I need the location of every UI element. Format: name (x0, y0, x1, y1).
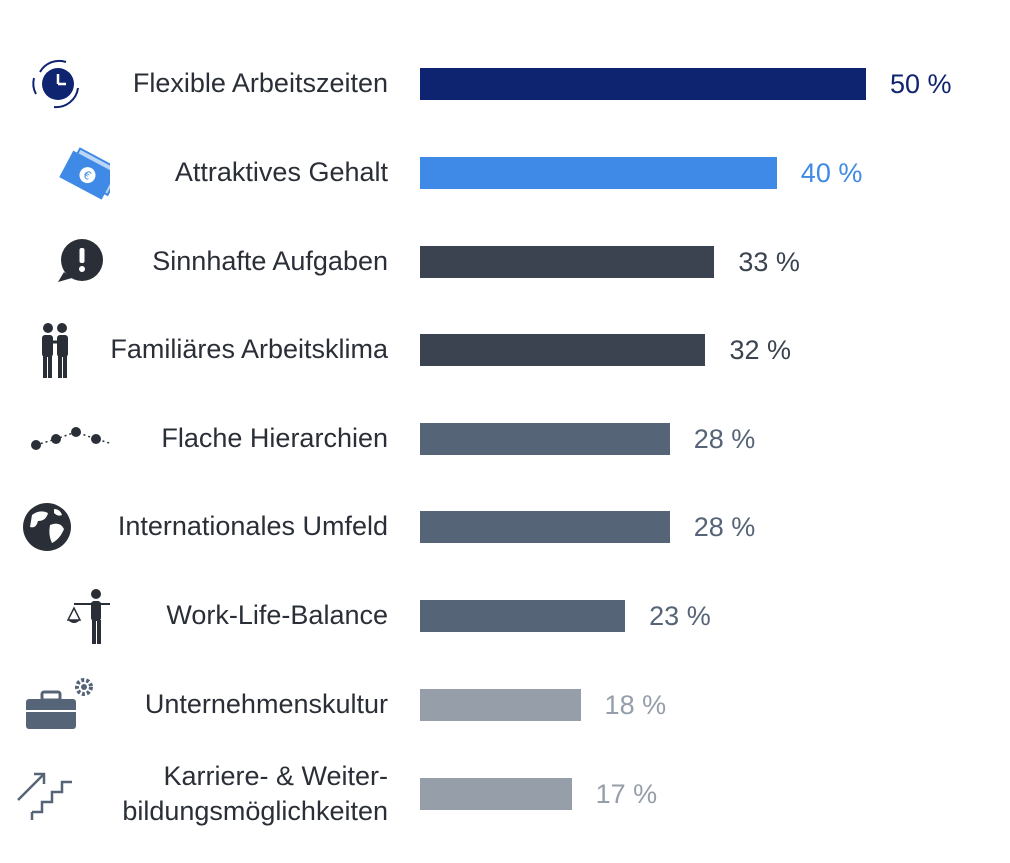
category-label: Work-Life-Balance (166, 600, 388, 631)
bar-row: Flexible Arbeitszeiten 50 % (0, 44, 1010, 124)
value-label: 50 % (890, 68, 952, 99)
globe-icon (23, 503, 71, 551)
category-label: Karriere- & Weiter-bildungsmöglichkeiten (122, 760, 388, 826)
clock-cycle-icon (32, 59, 79, 109)
bar-row: € Attraktives Gehalt 40 % (0, 133, 1010, 213)
bar-row: Internationales Umfeld 28 % (0, 487, 1010, 567)
family-icon (42, 323, 68, 378)
bar (420, 423, 670, 455)
value-label: 28 % (693, 423, 756, 454)
stairs-arrow-icon (17, 772, 72, 820)
value-label: 18 % (604, 689, 667, 720)
category-label: Flexible Arbeitszeiten (132, 68, 388, 99)
bar (420, 334, 706, 366)
value-label: 17 % (595, 778, 658, 809)
bar (420, 778, 572, 810)
category-label: Internationales Umfeld (117, 511, 388, 542)
value-label: 28 % (693, 511, 756, 542)
category-label: Sinnhafte Aufgaben (152, 246, 388, 277)
bar (420, 246, 715, 278)
category-label: Flache Hierarchien (161, 423, 388, 454)
bar-row: Karriere- & Weiter-bildungsmöglichkeiten… (0, 754, 1010, 834)
bar-row: Flache Hierarchien 28 % (0, 399, 1010, 479)
money-bills-icon: € (59, 147, 110, 200)
category-label: Unternehmenskultur (144, 689, 388, 720)
balance-person-icon (66, 589, 110, 644)
bar (420, 600, 626, 632)
bar (420, 68, 866, 100)
bar-row: Unternehmenskultur 18 % (0, 665, 1010, 745)
bar (420, 689, 581, 721)
hierarchy-dots-icon (31, 427, 110, 450)
category-label: Familiäres Arbeitsklima (110, 334, 388, 365)
value-label: 33 % (738, 246, 800, 277)
value-label: 23 % (649, 600, 711, 631)
exclamation-bubble-icon (58, 239, 103, 282)
bar (420, 157, 777, 189)
bar (420, 511, 670, 543)
value-label: 32 % (729, 334, 791, 365)
briefcase-gear-icon (26, 678, 93, 729)
category-label: Attraktives Gehalt (174, 157, 388, 188)
value-label: 40 % (800, 157, 863, 188)
bar-row: Work-Life-Balance 23 % (0, 576, 1010, 656)
bar-row: Familiäres Arbeitsklima 32 % (0, 310, 1010, 390)
bar-row: Sinnhafte Aufgaben 33 % (0, 222, 1010, 302)
